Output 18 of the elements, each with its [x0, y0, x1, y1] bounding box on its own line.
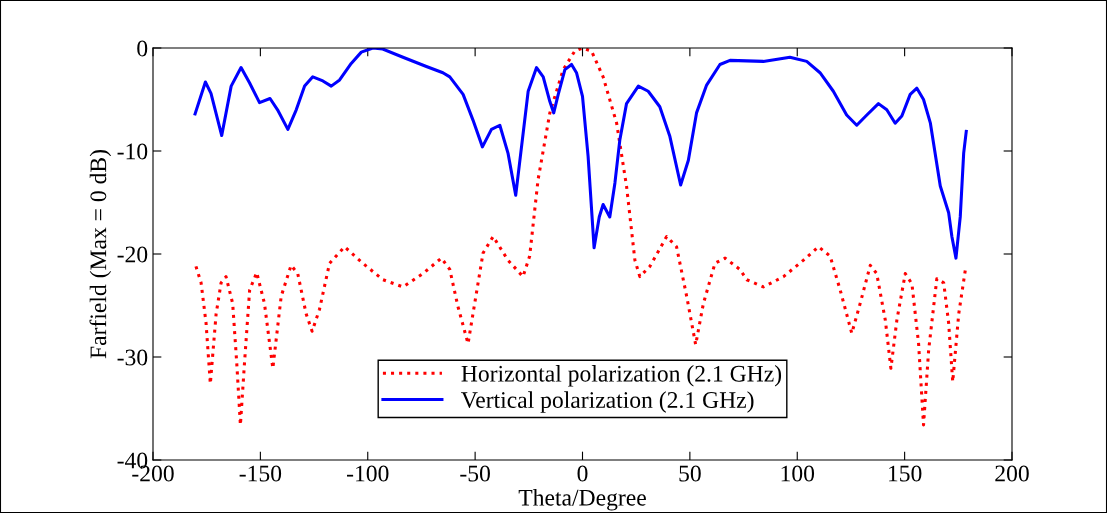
y-tick-label: -10	[117, 143, 148, 160]
y-tick-label: 0	[137, 40, 148, 57]
line-series	[194, 48, 967, 427]
line-series	[193, 48, 968, 260]
x-tick-label: 0	[577, 465, 588, 482]
legend-label: Horizontal polarization (2.1 GHz)	[461, 365, 782, 387]
x-axis-title: Theta/Degree	[518, 489, 646, 511]
x-tick-label: 150	[888, 465, 922, 482]
x-tick-label: -50	[460, 465, 490, 482]
y-axis-title: Farfield (Max = 0 dB)	[89, 150, 112, 359]
x-tick-label: 50	[679, 465, 701, 482]
legend-label: Vertical polarization (2.1 GHz)	[461, 391, 754, 413]
x-tick-label: 100	[781, 465, 815, 482]
y-tick-label: -20	[117, 246, 148, 263]
y-tick-label: -30	[117, 349, 148, 366]
x-tick-label: -100	[346, 465, 389, 482]
x-tick-label: 200	[995, 465, 1029, 482]
x-tick-label: -150	[239, 465, 282, 482]
